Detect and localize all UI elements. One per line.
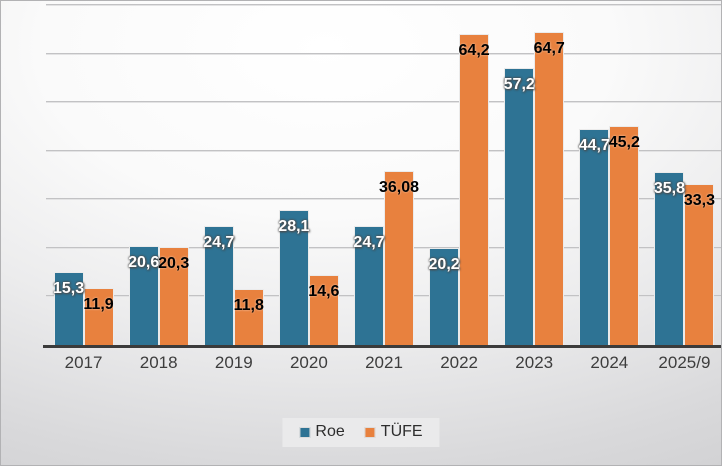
- x-axis-label-2018: 2018: [139, 353, 178, 372]
- bar-label-tufe-2021: 36,08: [378, 178, 420, 196]
- x-axis-label-2022: 2022: [440, 353, 479, 372]
- bar-label-tufe-2023: 64,7: [533, 39, 565, 57]
- x-axis-label-2019: 2019: [214, 353, 253, 372]
- plot-area: 15,3 11,9 20,6 20,3 24,7 11,8 28,1 14,6 24,7 36,0…: [43, 4, 721, 348]
- x-axis-line: [43, 345, 721, 348]
- gridline-y50: [46, 101, 721, 104]
- legend-label-tufe: TÜFE: [380, 423, 423, 440]
- bar-label-tufe-2025-9: 33,3: [683, 192, 715, 210]
- bar-tufe-2019: [233, 288, 264, 346]
- bar-roe-2024: [579, 128, 610, 346]
- legend-label-roe: Roe: [315, 423, 345, 440]
- bar-label-roe-2019: 24,7: [203, 234, 235, 252]
- bar-label-roe-2017: 15,3: [52, 279, 85, 297]
- bar-label-roe-2023: 57,2: [503, 76, 535, 94]
- bar-label-roe-2018: 20,6: [128, 253, 160, 271]
- x-axis-label-2023: 2023: [515, 353, 554, 372]
- bar-roe-2018: [128, 245, 159, 346]
- bar-roe-2022: [429, 247, 460, 346]
- bar-label-tufe-2018: 20,3: [158, 255, 190, 273]
- x-axis-label-2021: 2021: [365, 353, 403, 372]
- bar-tufe-2020: [308, 275, 339, 346]
- bar-label-tufe-2024: 45,2: [608, 134, 640, 152]
- bar-tufe-2024: [609, 126, 640, 346]
- bar-label-roe-2021: 24,7: [353, 234, 385, 252]
- bar-label-roe-2020: 28,1: [278, 217, 310, 235]
- x-axis-label-2020: 2020: [289, 353, 328, 372]
- bar-roe-2019: [203, 226, 234, 346]
- bar-label-tufe-2019: 11,8: [233, 296, 264, 314]
- bar-roe-2023: [504, 68, 535, 346]
- legend: Roe TÜFE: [282, 418, 440, 447]
- bar-label-tufe-2017: 11,9: [83, 296, 114, 314]
- bar-label-tufe-2020: 14,6: [308, 283, 340, 301]
- gridline-y70: [46, 4, 721, 6]
- legend-swatch-tufe-icon: [364, 426, 376, 438]
- bar-label-roe-2025-9: 35,8: [653, 180, 685, 198]
- bar-label-roe-2024: 44,7: [578, 136, 610, 154]
- gridline-y60: [46, 52, 721, 55]
- bar-label-roe-2022: 20,2: [428, 255, 460, 273]
- legend-item-roe: Roe: [299, 423, 345, 441]
- x-axis-label-2017: 2017: [64, 353, 103, 372]
- legend-swatch-roe-icon: [299, 426, 311, 438]
- bar-tufe-2018: [158, 247, 189, 346]
- x-axis-labels: 2017 2018 2019 2020 2021 2022 2023 2024 2025/9: [46, 353, 721, 375]
- bar-tufe-2021: [384, 170, 414, 346]
- bar-roe-2017: [53, 271, 84, 346]
- bar-label-tufe-2022: 64,2: [458, 42, 490, 60]
- gridline-y30: [46, 198, 721, 201]
- bar-tufe-2017: [83, 288, 114, 346]
- bar-tufe-2025-9: [684, 184, 715, 346]
- legend-item-tufe: TÜFE: [364, 423, 423, 441]
- bar-roe-2025-9: [654, 172, 685, 346]
- bar-tufe-2022: [459, 34, 490, 346]
- bar-roe-2020: [278, 209, 309, 346]
- x-axis-label-2024: 2024: [590, 353, 629, 372]
- gridline-y40: [46, 149, 721, 152]
- bar-roe-2021: [354, 226, 384, 346]
- bar-tufe-2023: [534, 31, 565, 346]
- x-axis-label-2025-9: 2025/9: [658, 353, 711, 372]
